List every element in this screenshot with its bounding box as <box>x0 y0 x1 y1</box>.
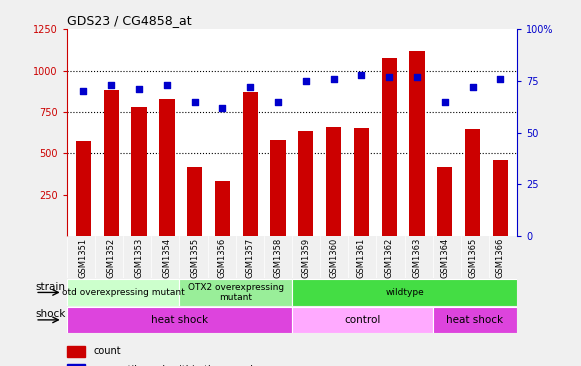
Bar <box>67 307 292 333</box>
Text: GDS23 / CG4858_at: GDS23 / CG4858_at <box>67 14 192 27</box>
Bar <box>437 167 453 236</box>
Bar <box>298 131 314 236</box>
Bar <box>382 58 397 236</box>
Point <box>413 74 422 80</box>
Text: heat shock: heat shock <box>446 315 504 325</box>
Point <box>440 99 450 105</box>
Point <box>357 72 366 78</box>
Point <box>246 84 255 90</box>
Point <box>274 99 283 105</box>
Bar <box>103 90 119 236</box>
Bar <box>292 307 433 333</box>
Point <box>162 82 171 88</box>
Bar <box>433 307 517 333</box>
Point <box>79 89 88 94</box>
Point <box>190 99 199 105</box>
Bar <box>76 141 91 236</box>
Point <box>218 105 227 111</box>
Bar <box>270 140 286 236</box>
Bar <box>67 346 85 357</box>
Bar <box>243 92 258 236</box>
Bar <box>354 128 369 236</box>
Point <box>134 86 144 92</box>
Bar <box>292 279 517 306</box>
Point <box>385 74 394 80</box>
Point <box>468 84 477 90</box>
Bar <box>131 107 147 236</box>
Bar <box>326 127 341 236</box>
Bar <box>215 181 230 236</box>
Bar <box>465 128 480 236</box>
Text: control: control <box>344 315 381 325</box>
Bar <box>493 160 508 236</box>
Text: otd overexpressing mutant: otd overexpressing mutant <box>62 288 185 297</box>
Text: percentile rank within the sample: percentile rank within the sample <box>94 365 259 366</box>
Bar <box>159 99 174 236</box>
Text: OTX2 overexpressing
mutant: OTX2 overexpressing mutant <box>188 283 284 302</box>
Text: shock: shock <box>35 309 66 319</box>
Point <box>496 76 505 82</box>
Bar <box>180 279 292 306</box>
Point <box>301 78 310 84</box>
Text: heat shock: heat shock <box>151 315 208 325</box>
Point <box>107 82 116 88</box>
Bar <box>67 279 180 306</box>
Bar <box>410 51 425 236</box>
Text: count: count <box>94 346 121 356</box>
Bar <box>67 364 85 366</box>
Text: wildtype: wildtype <box>385 288 424 297</box>
Point <box>329 76 338 82</box>
Text: strain: strain <box>35 281 65 292</box>
Bar <box>187 167 202 236</box>
